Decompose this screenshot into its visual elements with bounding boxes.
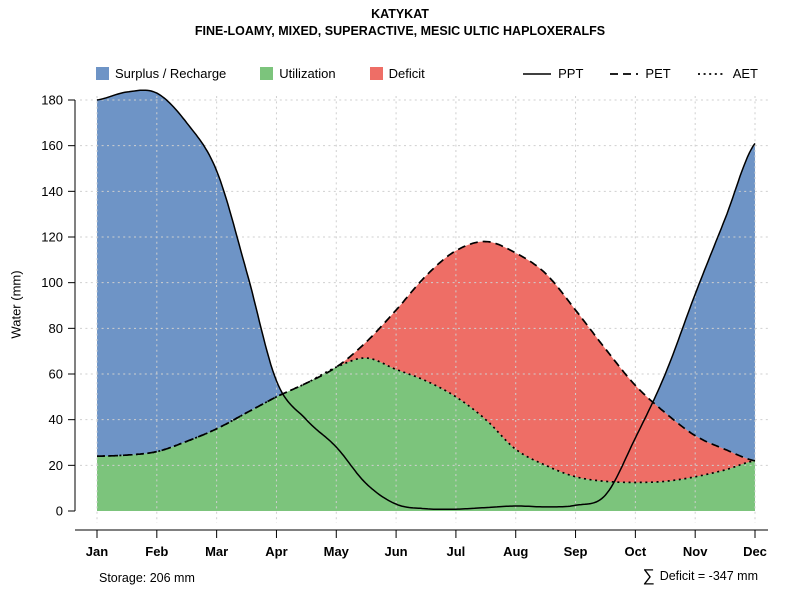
surplus-swatch <box>96 67 109 80</box>
deficit-swatch <box>369 67 383 80</box>
legend-label-surplus: Surplus / Recharge <box>115 66 227 81</box>
x-tick-label: Jan <box>86 544 108 559</box>
chart-title: KATYKAT <box>371 7 429 21</box>
y-tick-label: 180 <box>41 93 63 108</box>
y-tick-label: 100 <box>41 275 63 290</box>
ppt-line-icon <box>523 72 552 75</box>
legend-item-utilization: Utilization <box>260 66 336 81</box>
y-tick-label: 80 <box>49 321 63 336</box>
x-tick-label: Feb <box>145 544 168 559</box>
sigma-symbol: ∑ <box>642 566 655 585</box>
line-layer <box>96 89 756 511</box>
legend-item-aet: AET <box>697 66 758 81</box>
x-tick-label: Sep <box>564 544 588 559</box>
chart-header: KATYKAT FINE-LOAMY, MIXED, SUPERACTIVE, … <box>0 7 800 39</box>
legend-item-pet: PET <box>609 66 671 81</box>
legend-label-ppt: PPT <box>558 66 584 81</box>
y-tick-label: 140 <box>41 184 63 199</box>
y-tick-label: 20 <box>49 458 63 473</box>
x-tick-label: Nov <box>683 544 708 559</box>
surplus-region <box>654 143 755 461</box>
deficit-note: ∑ Deficit = -347 mm <box>643 567 758 584</box>
y-tick-label: 120 <box>41 230 63 245</box>
x-tick-label: Oct <box>625 544 647 559</box>
y-tick-label: 160 <box>41 138 63 153</box>
legend-label-aet: AET <box>732 66 758 81</box>
deficit-region <box>338 241 754 483</box>
x-tick-label: Apr <box>265 544 287 559</box>
legend-item-deficit: Deficit <box>369 66 425 81</box>
legend-label-utilization: Utilization <box>279 66 336 81</box>
x-tick-label: Aug <box>503 544 528 559</box>
fill-layer <box>97 90 755 511</box>
legend-fill-group: Surplus / Recharge Utilization Deficit <box>96 66 425 81</box>
x-tick-label: Jul <box>447 544 466 559</box>
chart-legend: Surplus / Recharge Utilization Deficit P… <box>96 66 758 81</box>
utilization-region <box>97 358 755 511</box>
y-tick-label: 60 <box>49 367 63 382</box>
legend-label-deficit: Deficit <box>388 66 425 81</box>
x-tick-label: May <box>324 544 350 559</box>
x-tick-label: Dec <box>743 544 767 559</box>
legend-item-surplus: Surplus / Recharge <box>96 66 226 81</box>
surplus-region <box>97 90 283 457</box>
y-tick-label: 40 <box>49 412 63 427</box>
legend-label-pet: PET <box>645 66 671 81</box>
axis-layer: 0 20 40 60 80 100 120 140 160 180 Jan Feb Mar Apr May J… <box>41 93 768 559</box>
legend-item-ppt: PPT <box>522 66 583 81</box>
aet-line <box>97 357 756 484</box>
chart-subtitle: FINE-LOAMY, MIXED, SUPERACTIVE, MESIC UL… <box>194 23 606 38</box>
legend-line-group: PPT PET AET <box>496 66 758 81</box>
x-tick-label: Mar <box>205 544 228 559</box>
grid-layer <box>80 96 768 523</box>
aet-line-icon <box>697 72 726 75</box>
y-tick-label: 0 <box>56 504 63 519</box>
pet-line-icon <box>610 72 639 75</box>
utilization-swatch <box>260 67 274 80</box>
storage-note: Storage: 206 mm <box>99 571 195 585</box>
deficit-text: Deficit = -347 mm <box>659 568 758 583</box>
x-tick-label: Jun <box>385 544 408 559</box>
ppt-line <box>96 89 756 511</box>
